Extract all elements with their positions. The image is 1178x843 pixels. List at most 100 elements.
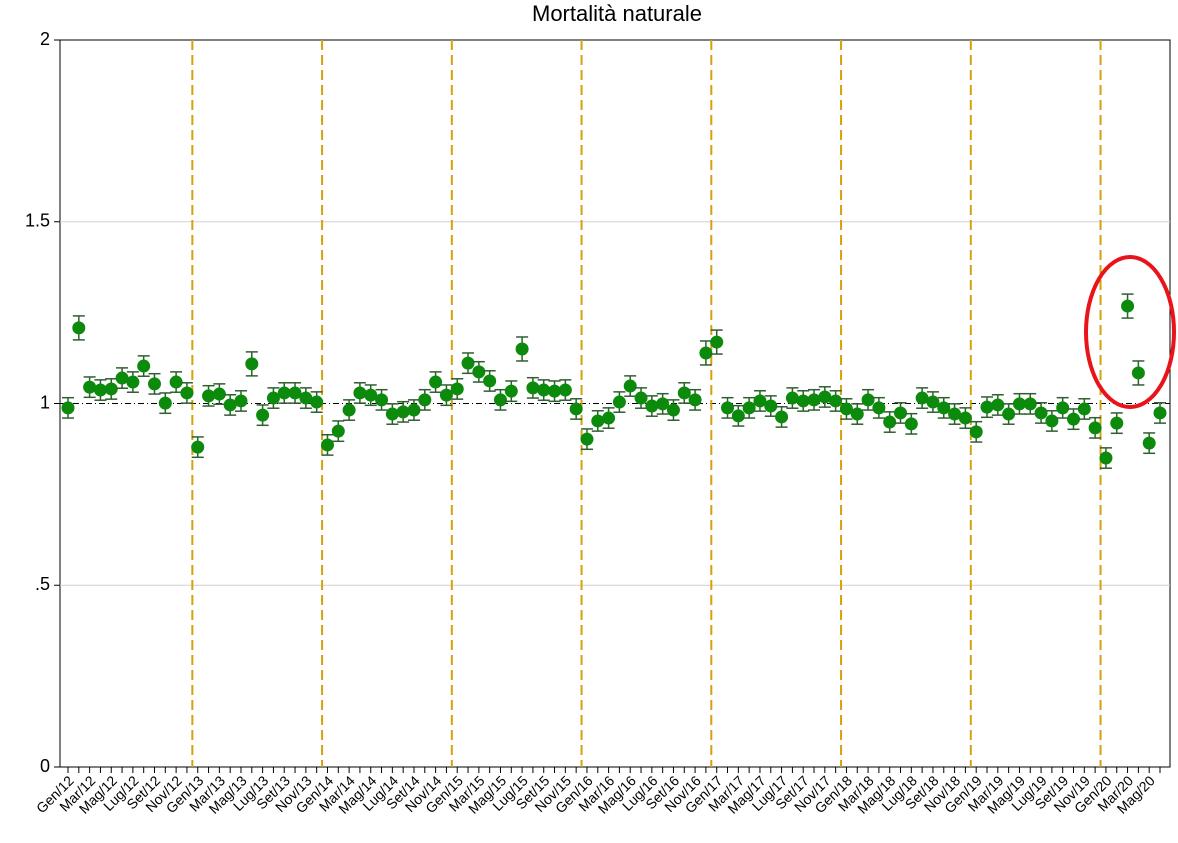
point xyxy=(1077,402,1091,416)
point xyxy=(353,386,367,400)
y-tick-label: 1 xyxy=(40,392,50,412)
point xyxy=(904,417,918,431)
point xyxy=(558,383,572,397)
point xyxy=(364,388,378,402)
point xyxy=(375,393,389,407)
point xyxy=(829,394,843,408)
point xyxy=(202,389,216,403)
point xyxy=(948,407,962,421)
point xyxy=(234,394,248,408)
point xyxy=(493,393,507,407)
point xyxy=(104,382,118,396)
point xyxy=(569,402,583,416)
point xyxy=(677,386,691,400)
point xyxy=(299,391,313,405)
point xyxy=(1023,397,1037,411)
point xyxy=(991,398,1005,412)
point xyxy=(1110,416,1124,430)
point xyxy=(1153,406,1167,420)
point xyxy=(645,399,659,413)
point xyxy=(1099,451,1113,465)
point xyxy=(861,393,875,407)
point xyxy=(580,432,594,446)
point xyxy=(1142,436,1156,450)
point xyxy=(656,397,670,411)
point xyxy=(602,411,616,425)
point xyxy=(515,342,529,356)
point xyxy=(1045,414,1059,428)
point xyxy=(72,321,86,335)
highlight-ellipse xyxy=(1084,255,1176,409)
point xyxy=(418,393,432,407)
point xyxy=(266,391,280,405)
point xyxy=(342,403,356,417)
point xyxy=(320,438,334,452)
point xyxy=(785,391,799,405)
point xyxy=(115,371,129,385)
point xyxy=(256,408,270,422)
point xyxy=(439,388,453,402)
point xyxy=(796,394,810,408)
point xyxy=(61,401,75,415)
point xyxy=(126,375,140,389)
point xyxy=(969,425,983,439)
point xyxy=(839,402,853,416)
point xyxy=(1121,299,1135,313)
point xyxy=(277,386,291,400)
point xyxy=(461,356,475,370)
point xyxy=(396,405,410,419)
point xyxy=(980,400,994,414)
point xyxy=(926,395,940,409)
point xyxy=(212,387,226,401)
point xyxy=(775,410,789,424)
plot-area: 0.511.52Gen/12Mar/12Mag/12Lug/12Set/12No… xyxy=(25,29,1171,817)
point xyxy=(223,398,237,412)
point xyxy=(591,414,605,428)
point xyxy=(245,357,259,371)
point xyxy=(429,375,443,389)
point xyxy=(1088,421,1102,435)
point xyxy=(158,396,172,410)
point xyxy=(666,403,680,417)
point xyxy=(483,374,497,388)
point xyxy=(385,407,399,421)
point xyxy=(83,380,97,394)
point xyxy=(699,346,713,360)
point xyxy=(721,401,735,415)
point xyxy=(731,409,745,423)
point xyxy=(807,393,821,407)
point xyxy=(710,335,724,349)
point xyxy=(331,424,345,438)
y-tick-label: 1.5 xyxy=(25,211,50,231)
point xyxy=(288,386,302,400)
point xyxy=(147,377,161,391)
point xyxy=(169,375,183,389)
point xyxy=(137,359,151,373)
point xyxy=(818,390,832,404)
y-tick-label: 0 xyxy=(40,756,50,776)
point xyxy=(310,395,324,409)
point xyxy=(180,386,194,400)
point xyxy=(526,381,540,395)
point xyxy=(1034,406,1048,420)
y-tick-label: 2 xyxy=(40,29,50,49)
point xyxy=(623,379,637,393)
point xyxy=(1002,407,1016,421)
point xyxy=(883,415,897,429)
point xyxy=(850,407,864,421)
point xyxy=(472,365,486,379)
point xyxy=(937,401,951,415)
point xyxy=(1012,397,1026,411)
point xyxy=(537,383,551,397)
point xyxy=(612,395,626,409)
point xyxy=(1067,412,1081,426)
point xyxy=(1131,366,1145,380)
point xyxy=(1056,401,1070,415)
point xyxy=(872,401,886,415)
point xyxy=(191,440,205,454)
chart-title: Mortalità naturale xyxy=(532,1,702,26)
point xyxy=(894,406,908,420)
point xyxy=(764,399,778,413)
point xyxy=(407,403,421,417)
